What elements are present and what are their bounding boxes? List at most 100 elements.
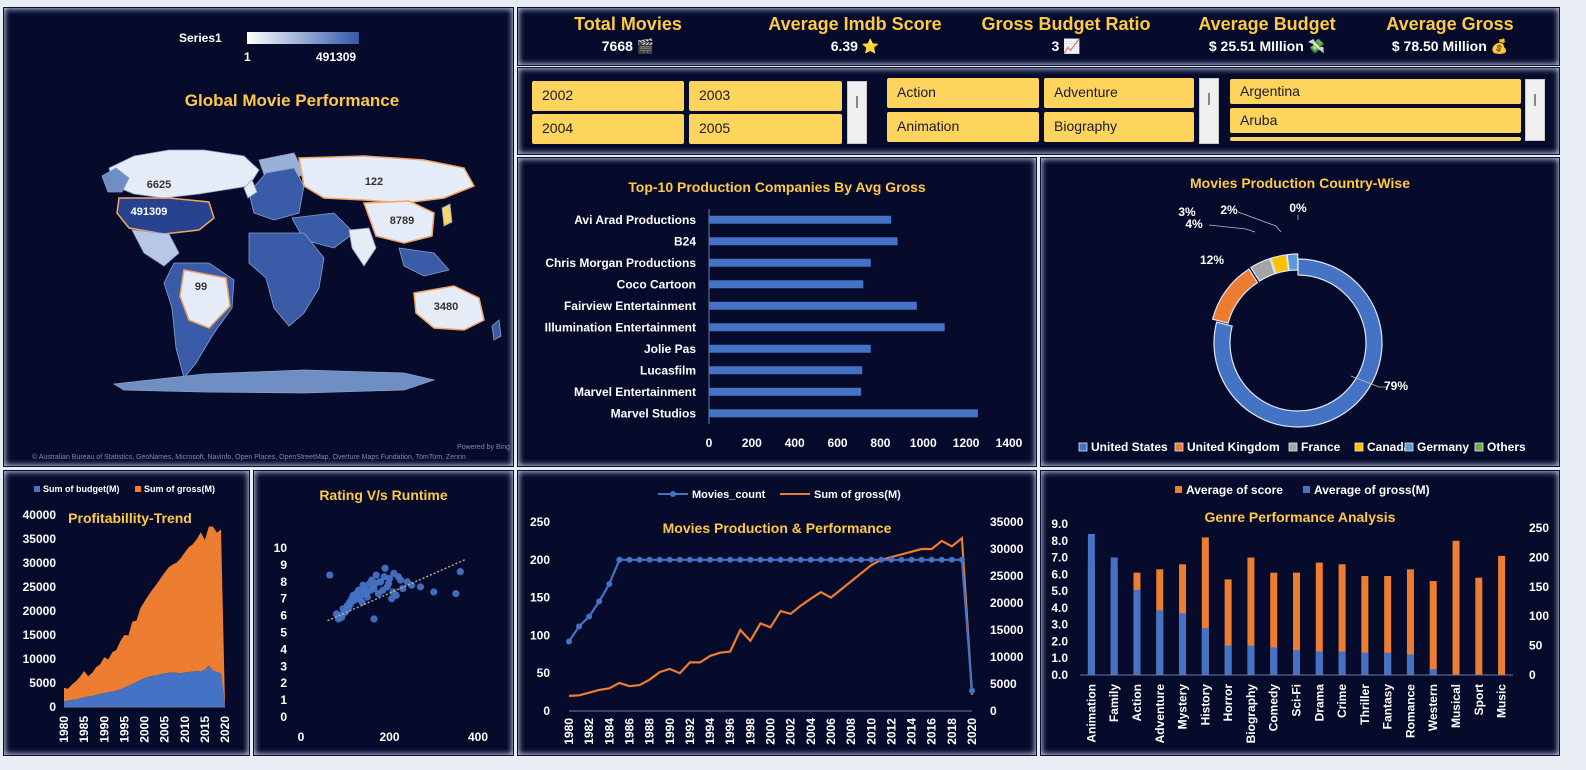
legend-swatch	[1303, 486, 1310, 493]
genre-slicer-scrollbar[interactable]	[1199, 78, 1219, 144]
production-x-tick: 2010	[864, 718, 878, 745]
slicer-item-country[interactable]: Aruba	[1230, 108, 1521, 133]
map-china	[362, 200, 435, 244]
legend-label: France	[1301, 440, 1341, 454]
map-usa	[116, 197, 215, 235]
movies-count-marker	[958, 556, 965, 563]
slicer-item-genre[interactable]: Biography	[1044, 112, 1194, 142]
slicer-panel: 2002 2003 2004 2005 Action Adventure Ani…	[517, 67, 1560, 155]
profit-chart[interactable]: 0 5000 10000 15000 20000 25000 30000 35000 40000…	[4, 471, 250, 756]
map-chart[interactable]: Series1 1 491309 Global Movie Performanc…	[4, 8, 514, 467]
legend-label: Canada	[1367, 440, 1411, 454]
country-slicer-scrollbar[interactable]	[1525, 79, 1545, 141]
top10-chart[interactable]: Avi Arad Productions B24 Chris Morgan Prod…	[518, 158, 1037, 467]
production-title: Movies Production & Performance	[662, 520, 892, 536]
movies-count-marker	[696, 556, 703, 563]
slicer-item-genre[interactable]: Animation	[887, 112, 1039, 142]
genre-category-label: Action	[1130, 684, 1144, 721]
movies-count-marker	[787, 556, 794, 563]
genre-category-label: Adventure	[1153, 684, 1167, 744]
slicer-item-genre[interactable]: Action	[887, 78, 1039, 108]
kpi-avg-imdb: Average Imdb Score 6.39 ⭐	[755, 14, 955, 55]
profit-y-tick: 40000	[23, 508, 57, 522]
map-australia	[413, 285, 485, 331]
legend-swatch	[670, 491, 676, 497]
movies-count-marker	[626, 556, 633, 563]
top10-bar	[709, 409, 978, 418]
kpi-panel: Total Movies 7668 🎬 Average Imdb Score 6…	[517, 7, 1560, 66]
map-legend-max: 491309	[316, 50, 356, 64]
profit-x-tick: 1985	[77, 716, 91, 743]
year-slicer-scrollbar[interactable]	[847, 81, 867, 144]
map-brazil	[179, 269, 231, 329]
kpi-value: $ 25.51 MIllion	[1208, 38, 1304, 54]
profit-y-tick: 35000	[23, 532, 57, 546]
rating-chart[interactable]: 0 1 2 3 4 5 6 7 8 9 10 0 200 400	[254, 471, 514, 756]
genre-right-tick: 0	[1529, 668, 1536, 682]
slicer-item-year[interactable]: 2003	[689, 81, 842, 111]
money-wings-icon: 💸	[1307, 38, 1326, 54]
genre-bar-gross	[1087, 533, 1095, 675]
genre-category-label: History	[1198, 684, 1212, 726]
slicer-item-year[interactable]: 2004	[532, 114, 684, 144]
profit-y-tick: 10000	[23, 652, 57, 666]
profit-x-tick: 1995	[117, 716, 131, 743]
map-panel: Series1 1 491309 Global Movie Performanc…	[3, 7, 514, 467]
production-x-tick: 1992	[683, 718, 697, 745]
genre-bar-score	[1247, 557, 1255, 675]
production-x-tick: 1986	[622, 718, 636, 745]
donut-slice	[1213, 258, 1383, 428]
donut-value-label: 4%	[1185, 217, 1203, 231]
genre-bar-gross	[1224, 645, 1232, 675]
production-x-tick: 1980	[562, 718, 576, 745]
country-chart[interactable]: 79% 12% 4%3% 2% 0% United States United Kingdo…	[1041, 158, 1560, 467]
profit-x-tick: 2020	[218, 716, 232, 743]
production-left-tick: 0	[543, 704, 550, 718]
profit-panel: Profitabillity-Trend 0 5000 10000 15000 2000…	[3, 470, 250, 756]
legend-swatch	[135, 486, 141, 492]
genre-left-tick: 5.0	[1051, 584, 1068, 598]
top10-bar	[709, 366, 863, 375]
production-right-tick: 15000	[990, 623, 1024, 637]
genre-bar-score	[1429, 581, 1437, 675]
genre-bar-gross	[1293, 650, 1300, 675]
genre-bar-gross	[1247, 645, 1255, 675]
production-right-tick: 25000	[990, 569, 1024, 583]
slicer-item-country[interactable]: Argentina	[1230, 79, 1521, 104]
slicer-item-genre[interactable]: Adventure	[1044, 78, 1194, 108]
genre-chart[interactable]: 0.0 1.0 2.0 3.0 4.0 5.0 6.0 7.0 8.0 9.0 0 50 100 150 2…	[1041, 471, 1560, 756]
rating-y-tick: 7	[280, 592, 287, 606]
rating-y-tick: 9	[280, 558, 287, 572]
movies-count-marker	[908, 556, 915, 563]
donut-value-label: 12%	[1200, 253, 1224, 267]
genre-category-label: Musical	[1449, 684, 1463, 728]
profit-title: Profitabillity-Trend	[68, 510, 192, 526]
profit-y-tick: 30000	[23, 556, 57, 570]
legend-swatch	[1474, 442, 1484, 452]
scatter-point	[456, 568, 464, 576]
genre-category-label: Animation	[1084, 684, 1098, 743]
production-chart[interactable]: 0 50 100 150 200 250 0 5000 10000 15000 20000 25000…	[518, 471, 1037, 756]
scatter-point	[408, 581, 416, 589]
genre-category-label: Sport	[1472, 684, 1486, 715]
production-x-tick: 2016	[925, 718, 939, 745]
kpi-label: Average Budget	[1198, 14, 1336, 34]
genre-bar-score	[1498, 555, 1506, 675]
slicer-item-country-partial[interactable]	[1230, 137, 1521, 141]
movies-count-marker	[586, 613, 593, 620]
map-label-australia: 3480	[434, 301, 458, 313]
genre-bar-gross	[1429, 669, 1437, 675]
slicer-item-year[interactable]: 2005	[689, 114, 842, 144]
genre-category-label: Western	[1426, 684, 1440, 731]
slicer-item-year[interactable]: 2002	[532, 81, 684, 111]
movies-count-marker	[737, 556, 744, 563]
map-label-usa: 491309	[131, 206, 168, 218]
profit-x-tick: 2010	[178, 716, 192, 743]
movies-count-marker	[767, 556, 774, 563]
scatter-point	[416, 583, 425, 591]
profit-y-tick: 20000	[23, 604, 57, 618]
genre-bar-gross	[1179, 613, 1187, 675]
genre-category-label: Music	[1495, 684, 1509, 718]
movies-count-marker	[777, 556, 784, 563]
map-canada	[108, 149, 260, 199]
